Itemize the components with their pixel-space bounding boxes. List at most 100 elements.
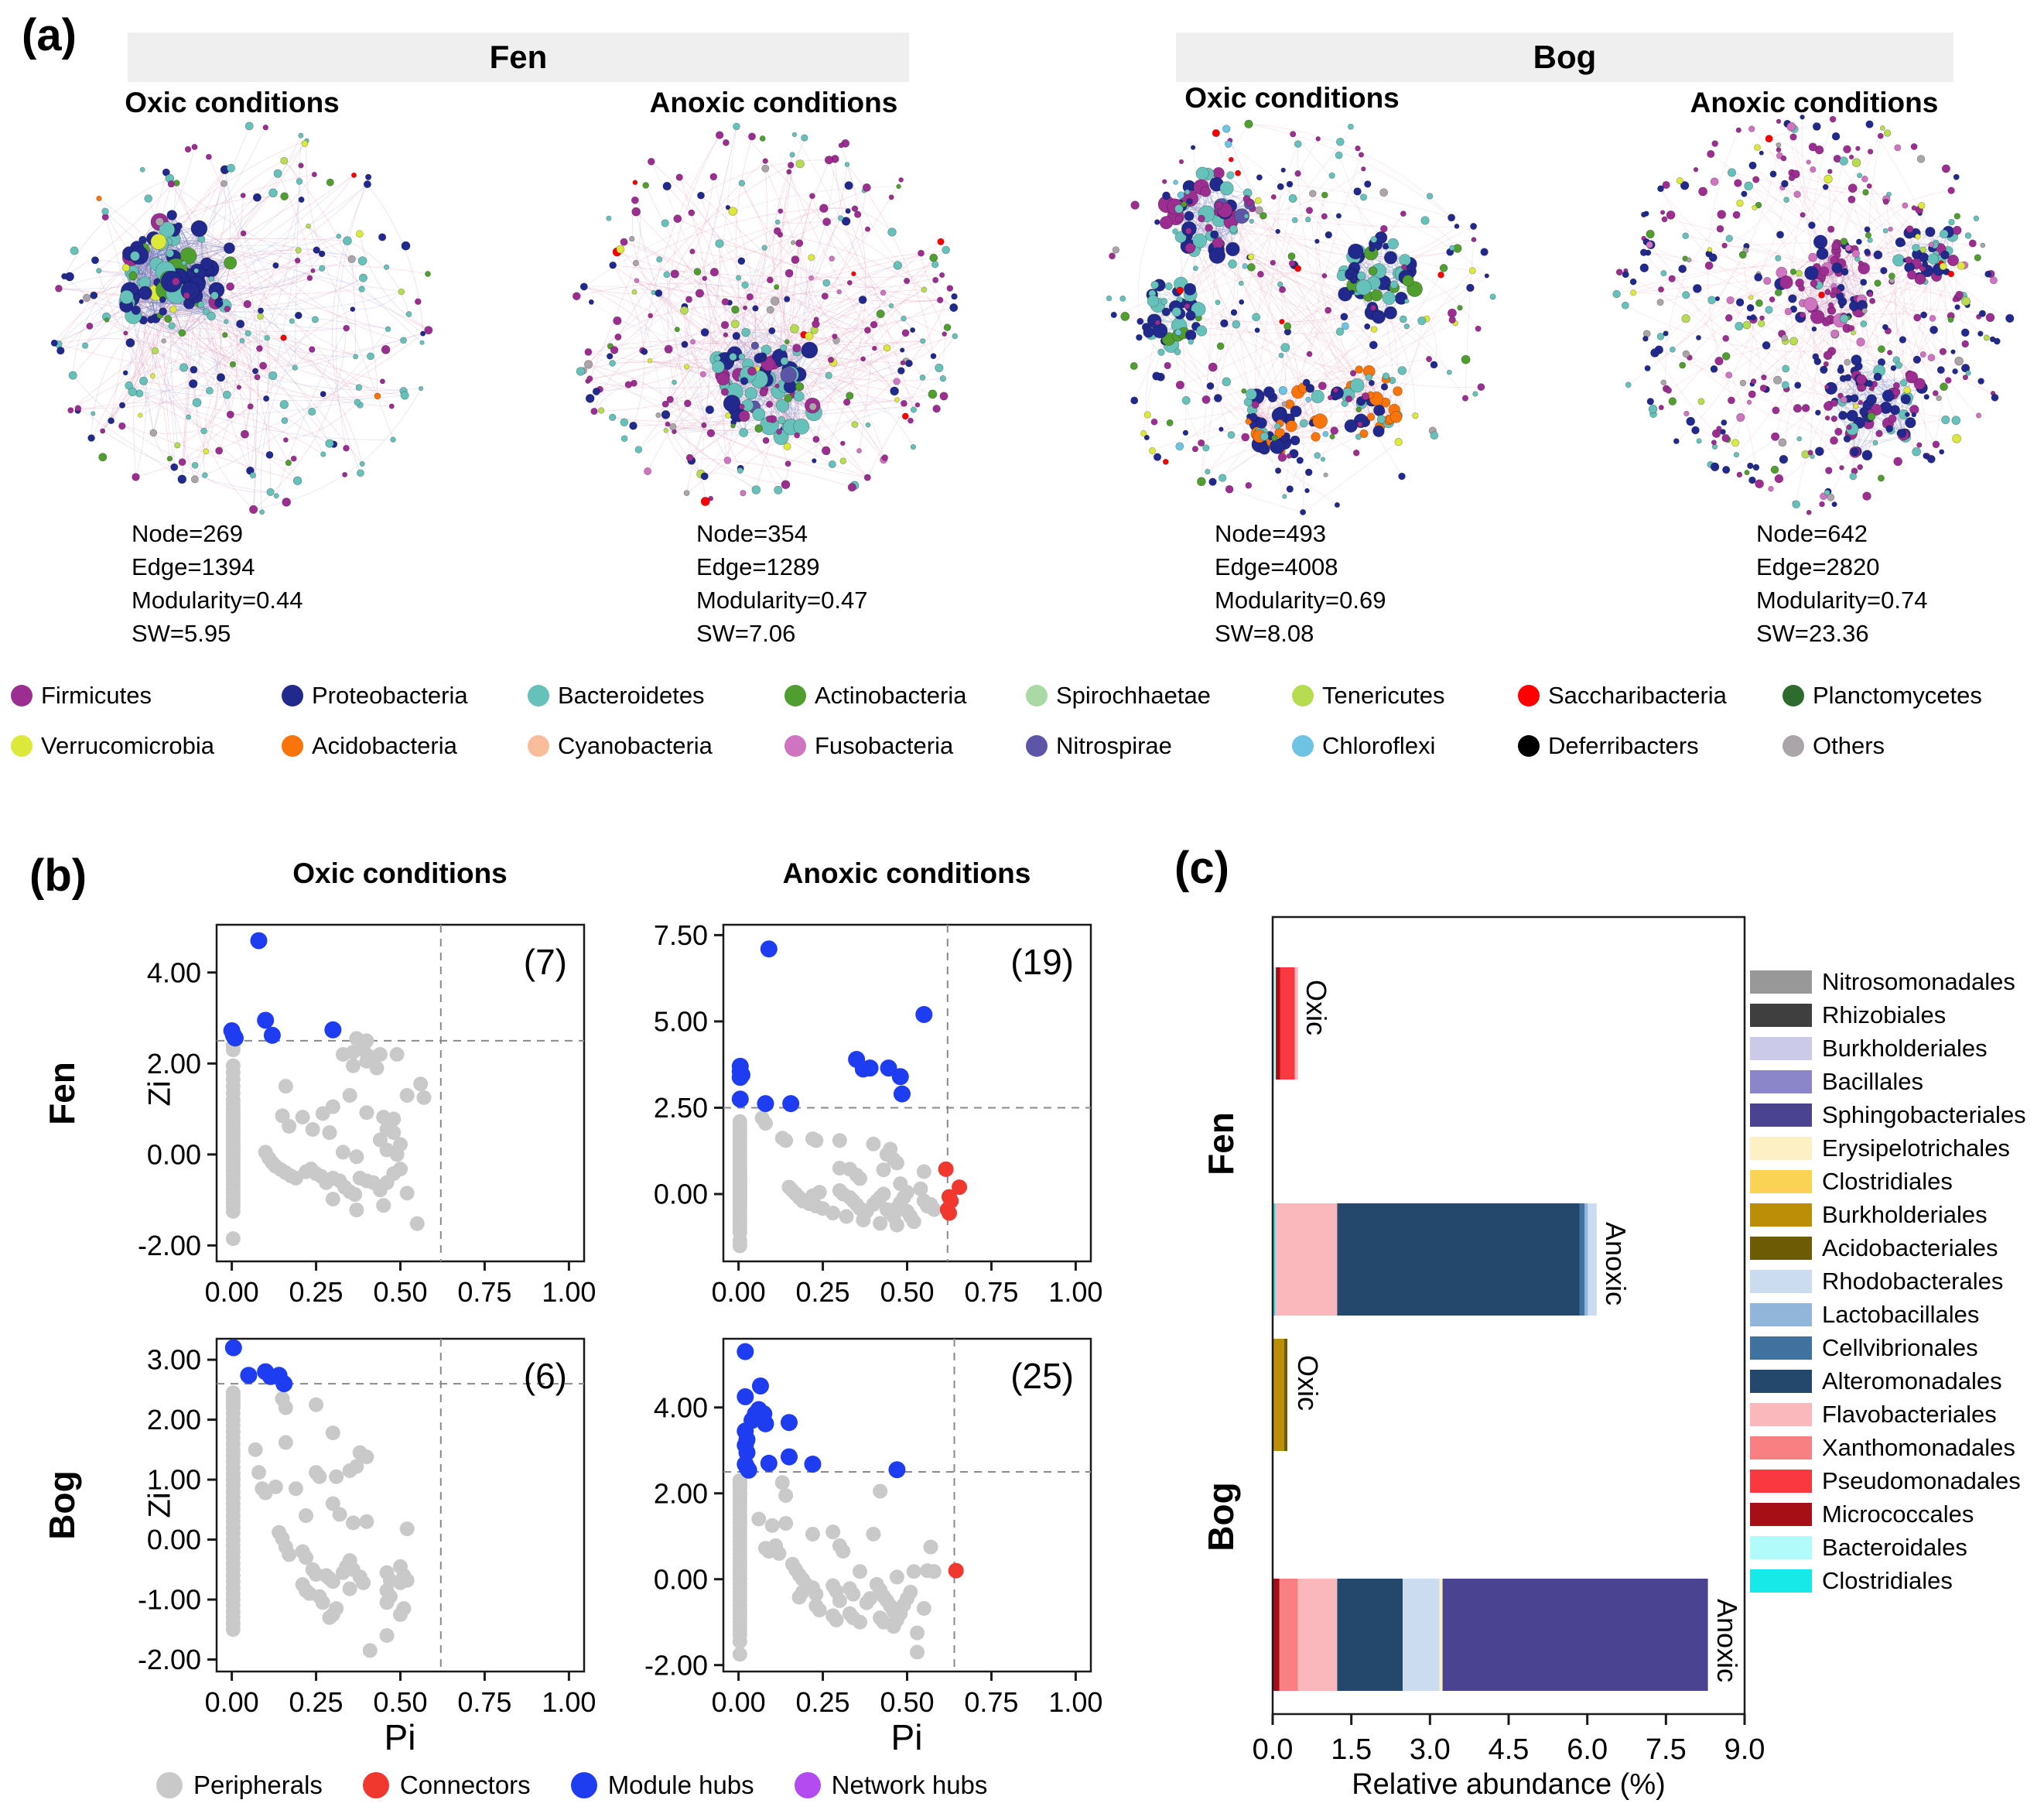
phylum-label: Tenericutes bbox=[1322, 681, 1445, 709]
order-color-swatch bbox=[1750, 1237, 1812, 1260]
node-role-legend-item: Peripherals bbox=[156, 1771, 323, 1800]
order-label: Flavobacteriales bbox=[1822, 1401, 1997, 1428]
phylum-legend-item: Fusobacteria bbox=[784, 732, 1026, 760]
phylum-legend-item: Acidobacteria bbox=[282, 732, 528, 760]
svg-text:(7): (7) bbox=[524, 942, 567, 982]
phylum-color-dot bbox=[528, 684, 549, 707]
order-color-swatch bbox=[1750, 1336, 1812, 1360]
order-legend-item: Erysipelotrichales bbox=[1750, 1134, 2026, 1162]
net-title-fen-oxic: Oxic conditions bbox=[125, 87, 340, 118]
svg-text:0.25: 0.25 bbox=[289, 1276, 344, 1308]
phylum-legend-item: Deferribacters bbox=[1518, 732, 1783, 760]
phylum-label: Planctomycetes bbox=[1813, 681, 1982, 709]
phylum-color-dot bbox=[1783, 684, 1804, 707]
svg-text:0.00: 0.00 bbox=[205, 1686, 259, 1718]
phylum-label: Cyanobacteria bbox=[558, 731, 713, 759]
phylum-color-dot bbox=[11, 734, 32, 757]
stat-line: Node=354 bbox=[696, 520, 808, 547]
order-label: Rhodobacterales bbox=[1822, 1268, 2004, 1295]
net-title-bog-anoxic: Anoxic conditions bbox=[1690, 87, 1939, 118]
phylum-color-dot bbox=[282, 734, 303, 757]
stat-line: Edge=1394 bbox=[132, 553, 255, 580]
stat-line: Modularity=0.69 bbox=[1215, 587, 1386, 614]
node-role-label: Module hubs bbox=[607, 1771, 754, 1799]
svg-text:7.5: 7.5 bbox=[1646, 1733, 1687, 1766]
phylum-legend-item: Firmicutes bbox=[11, 682, 282, 710]
phylum-legend-item: Planctomycetes bbox=[1783, 682, 2041, 710]
svg-text:0.00: 0.00 bbox=[205, 1276, 259, 1308]
panel-b-label: (b) bbox=[29, 850, 87, 901]
node-role-legend-item: Module hubs bbox=[570, 1771, 754, 1800]
svg-text:-2.00: -2.00 bbox=[644, 1649, 708, 1681]
phylum-legend-item: Tenericutes bbox=[1292, 682, 1518, 710]
panel-c-label: (c) bbox=[1174, 843, 1229, 893]
node-role-legend-item: Network hubs bbox=[794, 1771, 987, 1800]
node-role-color-dot bbox=[362, 1772, 389, 1798]
x-axis-label-pi-left: Pi bbox=[384, 1717, 416, 1757]
order-legend-item: Micrococcales bbox=[1750, 1500, 2026, 1528]
order-color-swatch bbox=[1750, 1436, 1812, 1459]
phylum-label: Firmicutes bbox=[41, 681, 152, 709]
stat-line: Modularity=0.44 bbox=[132, 587, 303, 614]
svg-text:-2.00: -2.00 bbox=[138, 1644, 201, 1675]
order-color-swatch bbox=[1750, 1037, 1812, 1060]
scatter-col-title-anoxic: Anoxic conditions bbox=[782, 857, 1031, 889]
phylum-legend-item: Saccharibacteria bbox=[1518, 682, 1783, 710]
group-header-fen-title: Fen bbox=[489, 39, 548, 75]
svg-text:0.00: 0.00 bbox=[654, 1563, 708, 1595]
svg-text:1.00: 1.00 bbox=[147, 1464, 201, 1496]
scatter-legend: Peripherals Connectors Module hubs Network … bbox=[156, 1766, 987, 1805]
order-color-swatch bbox=[1750, 1370, 1812, 1393]
phylum-color-dot bbox=[1783, 734, 1804, 757]
order-color-swatch bbox=[1750, 1569, 1812, 1593]
network-graph-fen-anoxic bbox=[572, 122, 959, 506]
phylum-color-dot bbox=[1292, 734, 1314, 757]
svg-text:9.0: 9.0 bbox=[1724, 1733, 1765, 1766]
svg-text:0.25: 0.25 bbox=[796, 1276, 850, 1308]
scatter-col-title-oxic: Oxic conditions bbox=[292, 857, 508, 889]
svg-text:-2.00: -2.00 bbox=[138, 1230, 201, 1261]
stat-line: Edge=2820 bbox=[1756, 553, 1880, 580]
stat-line: Node=269 bbox=[132, 520, 243, 547]
order-color-swatch bbox=[1750, 1303, 1812, 1326]
order-legend-item: Bacteroidales bbox=[1750, 1534, 2026, 1561]
network-graph-bog-anoxic bbox=[1612, 115, 2015, 515]
svg-text:0.25: 0.25 bbox=[796, 1686, 850, 1718]
order-color-swatch bbox=[1750, 970, 1812, 994]
phylum-legend-item: Nitrospirae bbox=[1026, 732, 1292, 760]
node-role-label: Peripherals bbox=[193, 1771, 323, 1799]
bar-label-fen-anoxic: Anoxic bbox=[1600, 1221, 1632, 1306]
phylum-label: Deferribacters bbox=[1548, 731, 1699, 759]
phylum-color-dot bbox=[1518, 684, 1540, 707]
net-title-fen-anoxic: Anoxic conditions bbox=[649, 87, 898, 118]
svg-text:1.5: 1.5 bbox=[1331, 1733, 1372, 1766]
order-legend-item: Alteromonadales bbox=[1750, 1367, 2026, 1394]
svg-text:2.50: 2.50 bbox=[654, 1092, 708, 1124]
svg-text:2.00: 2.00 bbox=[147, 1404, 201, 1435]
order-label: Rhizobiales bbox=[1822, 1001, 1947, 1028]
net-stats-bog-anoxic: Node=642 Edge=2820 Modularity=0.74 SW=23… bbox=[1756, 517, 1927, 650]
order-label: Xanthomonadales bbox=[1822, 1434, 2015, 1461]
svg-text:2.00: 2.00 bbox=[654, 1477, 708, 1509]
order-color-swatch bbox=[1750, 1270, 1812, 1293]
svg-text:0.50: 0.50 bbox=[880, 1276, 934, 1308]
order-color-swatch bbox=[1750, 1470, 1812, 1493]
svg-text:4.00: 4.00 bbox=[654, 1391, 708, 1423]
node-role-color-dot bbox=[156, 1772, 183, 1798]
svg-text:3.00: 3.00 bbox=[147, 1344, 201, 1376]
phylum-color-dot bbox=[784, 734, 806, 757]
order-label: Acidobacteriales bbox=[1822, 1234, 1998, 1261]
order-legend-item: Rhizobiales bbox=[1750, 1001, 2026, 1028]
svg-text:0.0: 0.0 bbox=[1253, 1733, 1294, 1766]
svg-text:6.0: 6.0 bbox=[1567, 1733, 1608, 1766]
phylum-color-dot bbox=[528, 734, 549, 757]
order-label: Nitrosomonadales bbox=[1822, 968, 2015, 995]
phylum-color-dot bbox=[1518, 734, 1540, 757]
svg-text:0.50: 0.50 bbox=[880, 1686, 934, 1718]
panel-a-label: (a) bbox=[22, 10, 77, 60]
x-axis-label-pi-right: Pi bbox=[890, 1717, 923, 1757]
phylum-label: Nitrospirae bbox=[1056, 731, 1172, 759]
stat-line: Node=642 bbox=[1756, 520, 1868, 547]
phylum-label: Acidobacteria bbox=[312, 731, 457, 759]
